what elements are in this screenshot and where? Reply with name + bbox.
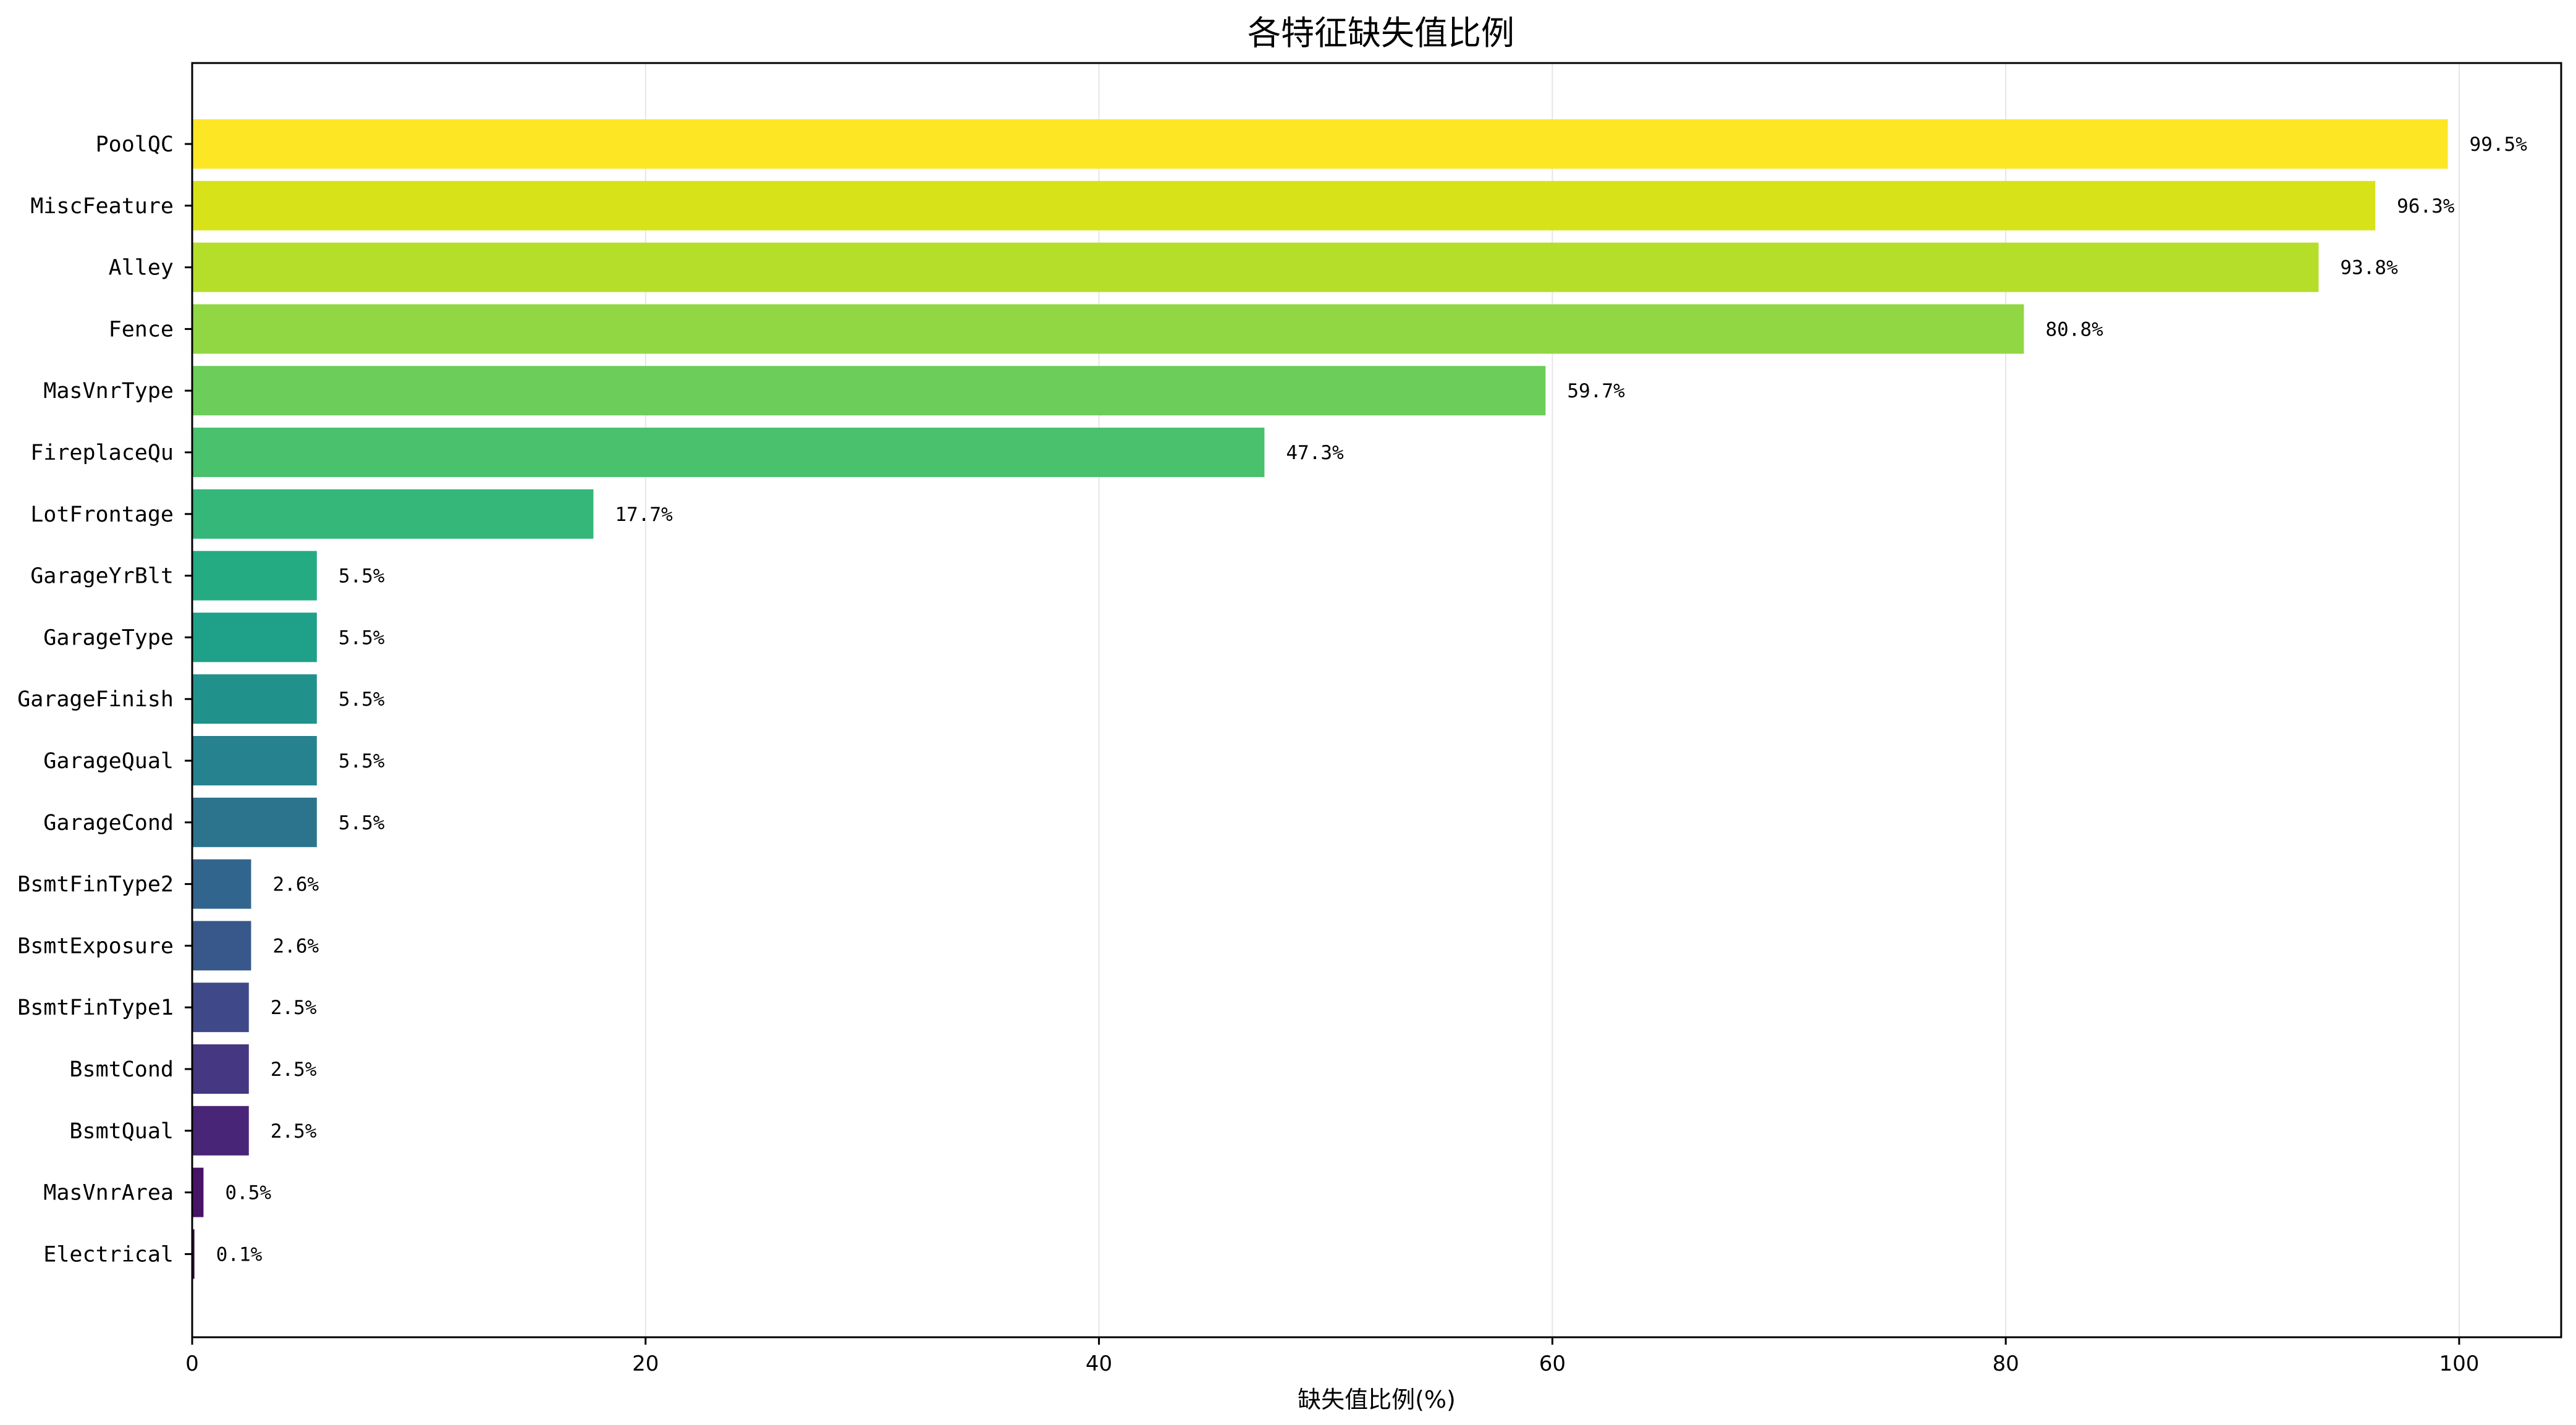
bar [192, 489, 594, 539]
y-tick-label: MasVnrArea [43, 1181, 174, 1206]
value-label: 5.5% [339, 750, 385, 772]
value-label: 5.5% [339, 565, 385, 588]
value-label: 2.5% [271, 1059, 317, 1081]
bar [192, 1106, 249, 1156]
y-tick-label: BsmtFinType2 [17, 873, 174, 897]
x-axis-label: 缺失值比例(%) [1298, 1386, 1456, 1413]
bar [192, 180, 2376, 230]
chart-title: 各特征缺失值比例 [1248, 14, 1514, 53]
bar [192, 428, 1265, 477]
y-tick-label: LotFrontage [30, 502, 174, 527]
value-label: 80.8% [2045, 318, 2103, 340]
y-tick-label: MiscFeature [30, 194, 174, 219]
value-label: 59.7% [1567, 380, 1625, 402]
bar [192, 119, 2448, 169]
value-label: 96.3% [2397, 195, 2455, 218]
y-tick-label: GarageCond [43, 811, 174, 835]
y-tick-label: GarageYrBlt [30, 564, 174, 589]
plot-frame [191, 62, 2562, 1338]
value-label: 0.1% [216, 1243, 263, 1266]
y-tick-label: BsmtQual [69, 1119, 174, 1144]
bar [192, 366, 1546, 416]
x-tick-label: 20 [632, 1351, 659, 1376]
bar [192, 1044, 249, 1094]
value-label: 93.8% [2340, 257, 2398, 279]
bar [192, 1167, 204, 1217]
bar [192, 242, 2319, 292]
x-tick-label: 80 [1992, 1351, 2019, 1376]
y-tick-label: FireplaceQu [30, 441, 174, 465]
value-label: 2.5% [271, 1120, 317, 1143]
bar [192, 674, 317, 724]
x-tick-label: 40 [1086, 1351, 1112, 1376]
y-tick-label: Electrical [43, 1242, 174, 1267]
y-tick-label: MasVnrType [43, 379, 174, 404]
value-label: 2.6% [272, 935, 319, 957]
bar [192, 797, 317, 847]
value-label: 5.5% [339, 627, 385, 649]
y-tick-label: PoolQC [96, 132, 174, 157]
y-tick-label: BsmtExposure [17, 934, 174, 958]
y-tick-label: Alley [109, 256, 174, 281]
y-tick-label: BsmtCond [69, 1057, 174, 1082]
value-label: 99.5% [2470, 133, 2528, 156]
bar [192, 921, 251, 971]
value-labels: 99.5% 96.3% 93.8% 80.8% 59.7% 47.3% 17.7% 5.5% 5… [216, 133, 2528, 1266]
bar [192, 612, 317, 662]
value-label: 2.6% [272, 874, 319, 896]
y-tick-label: GarageFinish [17, 687, 174, 712]
x-tick-label: 0 [185, 1351, 199, 1376]
bars [192, 119, 2448, 1279]
value-label: 5.5% [339, 688, 385, 711]
value-label: 17.7% [615, 504, 673, 526]
y-tick-label: GarageType [43, 625, 174, 650]
value-label: 0.5% [225, 1182, 271, 1204]
bar [192, 736, 317, 785]
x-tick-label: 100 [2439, 1351, 2479, 1376]
y-tick-label: GarageQual [43, 749, 174, 774]
value-label: 2.5% [271, 997, 317, 1019]
bar [192, 1229, 195, 1279]
y-axis-ticks: PoolQC MiscFeature Alley Fence MasVnrType Fir… [17, 132, 192, 1267]
bar [192, 304, 2024, 354]
value-label: 5.5% [339, 812, 385, 834]
bar [192, 983, 249, 1033]
y-tick-label: BsmtFinType1 [17, 996, 174, 1020]
x-tick-label: 60 [1539, 1351, 1566, 1376]
y-tick-label: Fence [109, 317, 174, 342]
bar [192, 859, 251, 909]
value-label: 47.3% [1286, 442, 1344, 464]
x-axis-ticks: 0 20 40 60 80 100 [185, 1337, 2479, 1376]
bar [192, 551, 317, 601]
